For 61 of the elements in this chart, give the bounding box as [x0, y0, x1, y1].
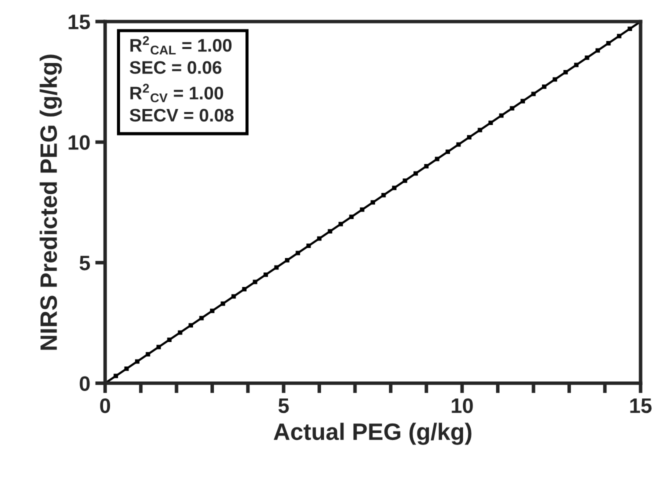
point — [360, 207, 364, 212]
x-tick-label: 10 — [452, 398, 473, 414]
x-tick-label: 15 — [630, 398, 652, 414]
y-tick-label: 15 — [68, 14, 90, 30]
point — [284, 258, 290, 262]
point — [124, 366, 129, 371]
point — [542, 84, 546, 89]
point — [199, 316, 204, 320]
annotation: R$^{2}$$_{CV}$ = 1.00 — [130, 84, 224, 102]
point — [210, 308, 214, 314]
point — [328, 229, 332, 234]
point — [616, 34, 622, 38]
point — [146, 352, 150, 356]
point — [220, 301, 226, 306]
point — [413, 171, 418, 176]
annotation: SECV = 0.08 — [130, 108, 234, 122]
point — [424, 164, 429, 168]
annotation: R$^{2}$$_{CAL}$ = 1.00 — [130, 36, 232, 55]
point — [296, 250, 300, 256]
y-tick-label: 0 — [80, 376, 90, 391]
point — [167, 338, 172, 342]
point — [370, 200, 376, 205]
y-axis-title: NIRS Predicted PEG (g/kg) — [40, 54, 62, 350]
x-tick-label: 0 — [100, 398, 110, 414]
point — [306, 244, 311, 248]
point — [467, 135, 472, 140]
annotation: SEC = 0.06 — [130, 61, 222, 74]
point — [488, 120, 493, 126]
point — [606, 41, 611, 46]
point — [178, 330, 182, 335]
point — [499, 113, 504, 118]
point — [434, 156, 440, 162]
point — [520, 98, 525, 104]
x-tick-label: 5 — [278, 398, 289, 414]
point — [242, 286, 247, 292]
point — [552, 77, 558, 82]
point — [135, 359, 140, 364]
x-axis-title: Actual PEG (g/kg) — [274, 422, 472, 445]
point — [531, 92, 536, 96]
point — [392, 186, 396, 190]
point — [574, 62, 579, 68]
y-tick-label: 5 — [80, 256, 90, 270]
point — [381, 192, 386, 198]
point — [478, 128, 482, 132]
point — [114, 374, 118, 378]
point — [264, 272, 268, 277]
point — [510, 106, 514, 111]
point — [252, 280, 258, 284]
point — [402, 178, 408, 183]
point — [446, 150, 450, 154]
y-tick-label: 10 — [68, 135, 90, 150]
point — [628, 26, 632, 31]
point — [317, 236, 322, 241]
point — [156, 344, 161, 350]
point — [563, 70, 568, 74]
point — [596, 48, 600, 53]
point — [349, 214, 354, 220]
point — [231, 294, 236, 299]
point — [188, 323, 193, 328]
point — [584, 56, 590, 60]
point — [338, 222, 343, 226]
